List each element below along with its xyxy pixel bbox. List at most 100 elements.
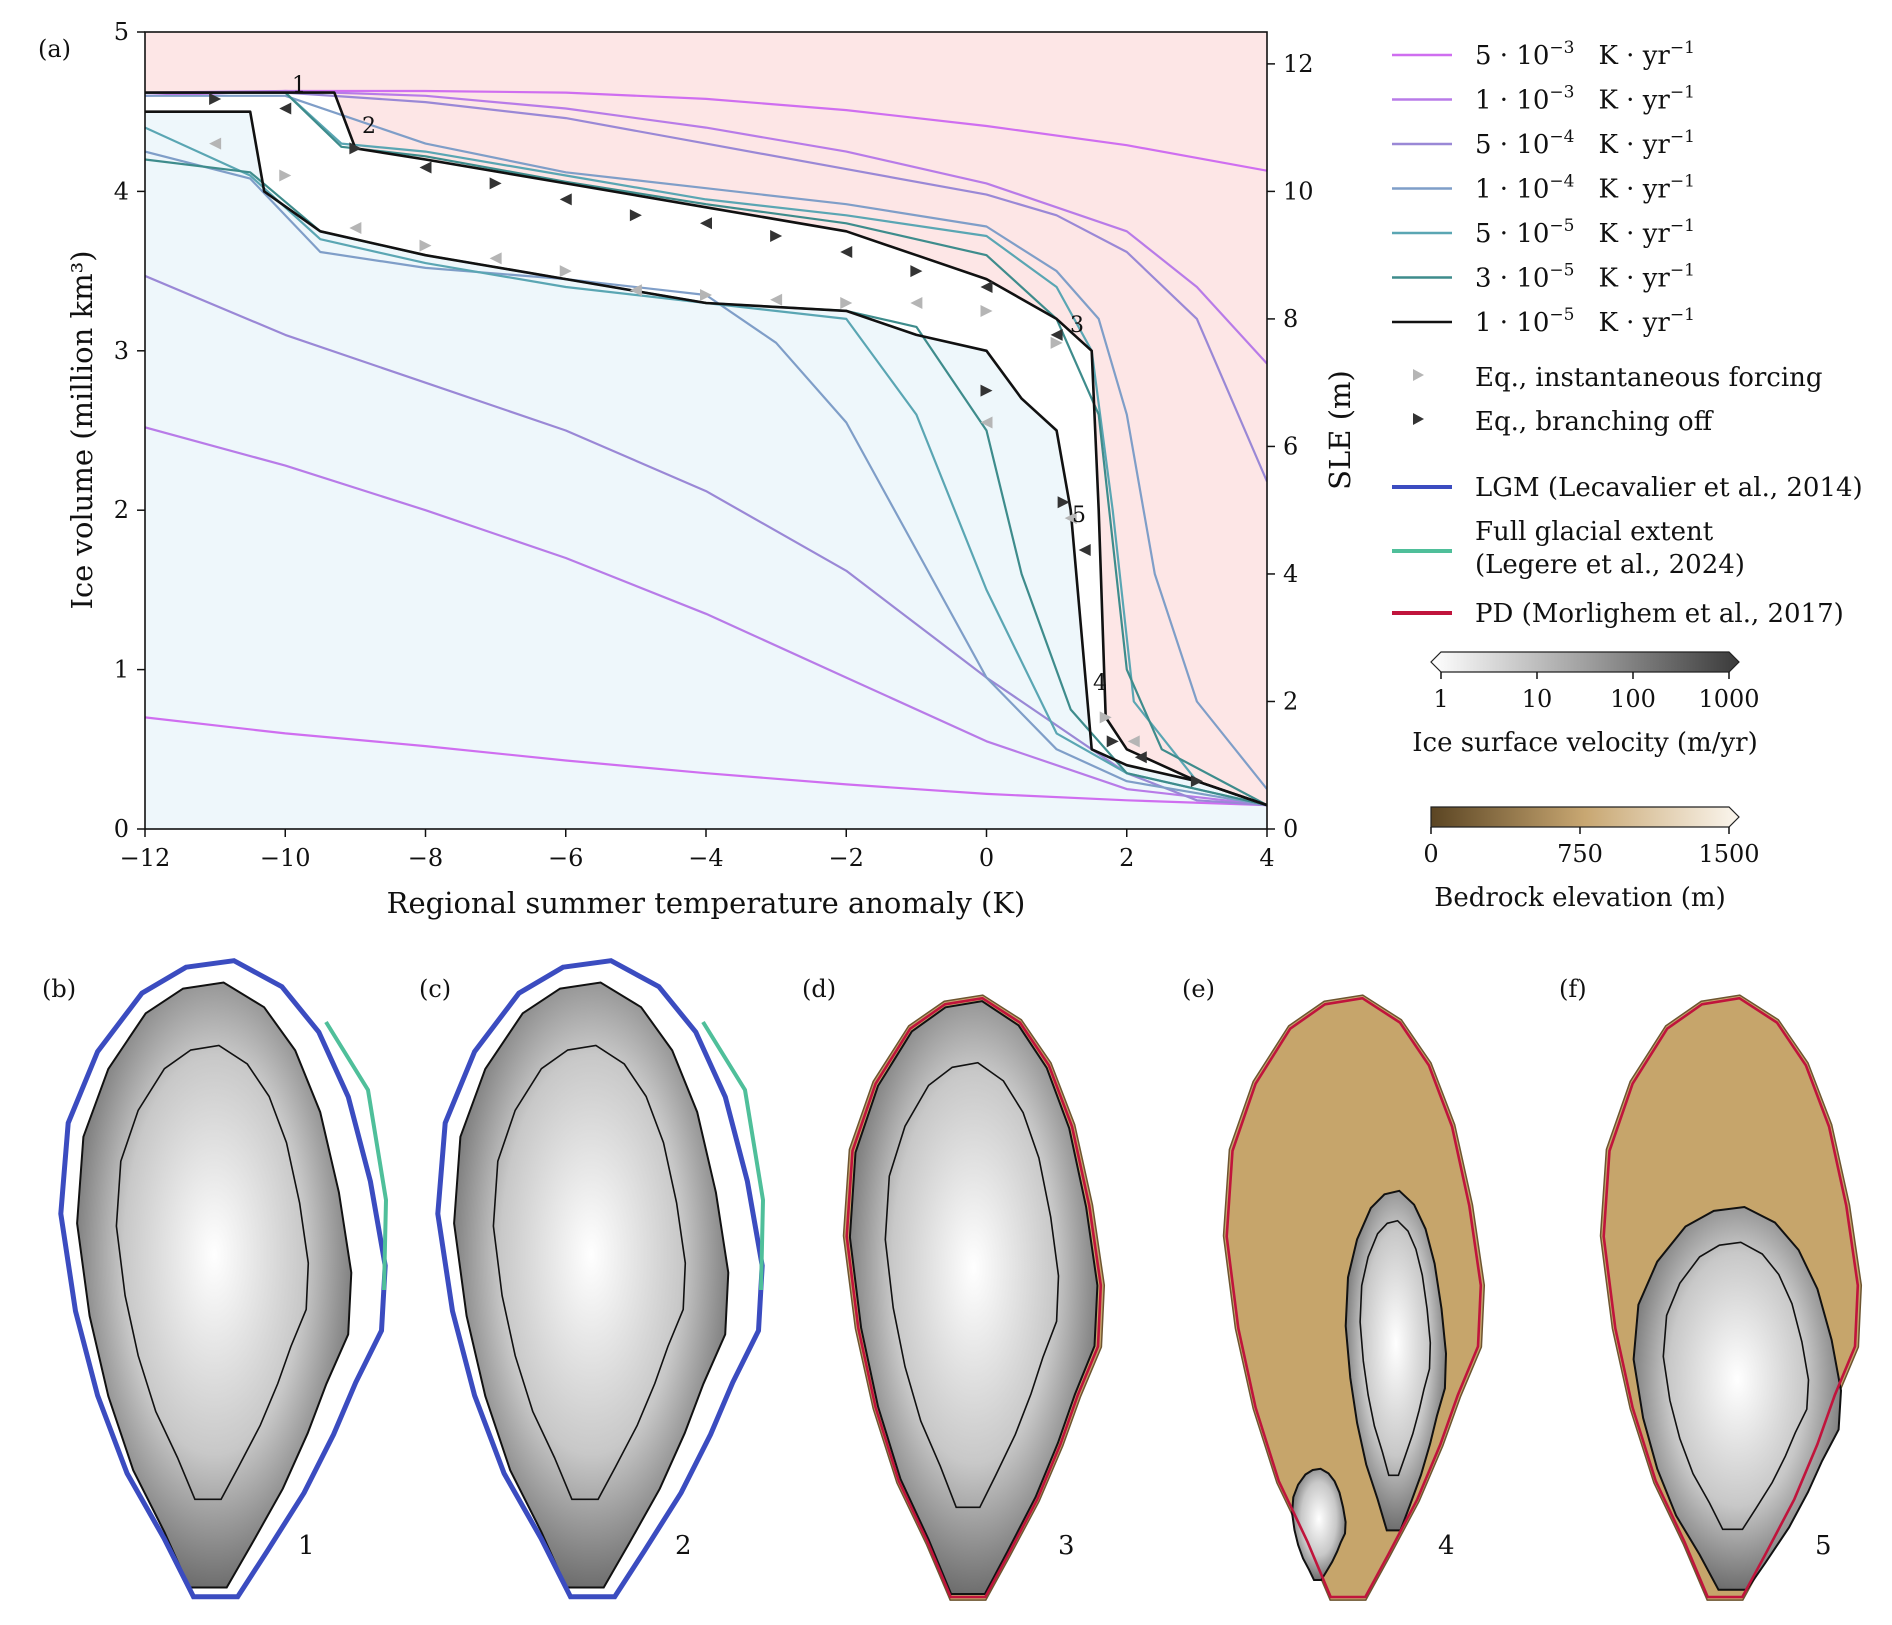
ice-sheet	[1344, 1189, 1448, 1532]
series-line-3	[145, 426, 1267, 807]
y-tick-label: 5	[114, 18, 129, 46]
eq-branching-marker	[770, 230, 783, 243]
x-tick-label: −6	[548, 844, 583, 872]
velocity-contour	[115, 1044, 310, 1501]
eq-branching-marker	[910, 265, 923, 278]
annotation-2: 2	[362, 114, 376, 139]
eq-instantaneous-marker	[980, 304, 993, 317]
eq-branching-marker	[700, 217, 712, 230]
velocity-colorbar-label: Ice surface velocity (m/yr)	[1412, 728, 1757, 758]
eq-branching-marker	[349, 142, 362, 155]
y-tick-label: 3	[114, 337, 129, 365]
legend-label-rate-4: 5 · 10−5 K · yr−1	[1475, 216, 1695, 249]
eq-instantaneous-marker	[1127, 735, 1140, 748]
bedrock-colorbar-label: Bedrock elevation (m)	[1434, 883, 1725, 913]
y-axis-left: 0 1 2 3 4 5	[114, 18, 145, 843]
y-tick-label: 0	[114, 815, 129, 843]
eq-instantaneous-marker	[629, 284, 642, 297]
lgm-outline	[435, 958, 765, 1600]
eq-branching-marker	[980, 384, 993, 397]
x-tick-label: −10	[260, 844, 311, 872]
eq-instantaneous-marker	[279, 169, 292, 182]
legend-marker-instantaneous	[1413, 369, 1424, 381]
legend-label-rate-2: 5 · 10−4 K · yr−1	[1475, 127, 1695, 160]
annotation-4: 4	[1093, 671, 1107, 696]
bedrock-tick-label-1500: 1500	[1698, 840, 1759, 868]
velocity-tick-label-1: 1	[1433, 685, 1448, 713]
eq-instantaneous-marker	[349, 222, 362, 235]
legend-label-rate-0: 5 · 10−3 K · yr−1	[1475, 38, 1695, 71]
map-panel-label: (c)	[419, 975, 451, 1003]
velocity-contour	[1359, 1219, 1432, 1477]
full-glacial-outline	[324, 1020, 389, 1291]
series-line-10	[145, 91, 1267, 807]
y-tick-label: 4	[114, 177, 129, 205]
legend-label-rate-5: 3 · 10−5 K · yr−1	[1475, 261, 1695, 294]
x-tick-label: −2	[829, 844, 864, 872]
eq-branching-marker	[489, 177, 502, 190]
x-tick-label: 2	[1119, 844, 1134, 872]
y-tick-label: 2	[114, 496, 129, 524]
ice-sheet	[453, 981, 730, 1589]
velocity-tick-label-100: 100	[1610, 685, 1656, 713]
series-line-1	[145, 716, 1267, 807]
velocity-tick-label-1000: 1000	[1698, 685, 1759, 713]
map-state-label: 4	[1438, 1531, 1455, 1561]
y-right-tick-label: 6	[1283, 432, 1298, 460]
legend-label-rate-3: 1 · 10−4 K · yr−1	[1475, 172, 1695, 205]
pd-outline	[1225, 996, 1483, 1599]
pd-outline	[1602, 996, 1860, 1599]
eq-instantaneous-marker	[419, 239, 432, 252]
bedrock-tick-label-0: 0	[1423, 840, 1438, 868]
velocity-contour	[884, 1061, 1060, 1509]
series-line-2	[145, 89, 1267, 365]
legend-label-instantaneous: Eq., instantaneous forcing	[1475, 363, 1823, 393]
series-line-7	[145, 150, 1267, 807]
legend-label-rate-1: 1 · 10−3 K · yr−1	[1475, 83, 1695, 116]
eq-instantaneous-marker	[559, 265, 572, 278]
x-tick-label: −4	[688, 844, 723, 872]
panel-label-a: (a)	[38, 35, 71, 63]
y-right-tick-label: 10	[1283, 177, 1314, 205]
map-panel-d: (d) 3	[802, 975, 1106, 1601]
eq-branching-marker	[1078, 544, 1091, 557]
series-line-4	[145, 91, 1267, 482]
full-glacial-outline	[701, 1020, 766, 1291]
annotation-5: 5	[1072, 503, 1086, 528]
x-axis-label: Regional summer temperature anomaly (K)	[387, 886, 1026, 920]
map-panels: (b) 1 (c) 2 (d) 3 (e) 4 (f) 5	[42, 958, 1863, 1601]
y-right-tick-label: 2	[1283, 687, 1298, 715]
x-tick-label: −12	[120, 844, 171, 872]
map-panel-label: (f)	[1559, 975, 1587, 1003]
y-right-tick-label: 12	[1283, 50, 1314, 78]
y-axis-right-label: SLE (m)	[1323, 370, 1357, 490]
eq-instantaneous-marker	[770, 293, 783, 306]
map-panel-c: (c) 2	[419, 958, 766, 1600]
map-state-label: 3	[1058, 1531, 1075, 1561]
velocity-colorbar: 1 10 100 1000 Ice surface velocity (m/yr…	[1412, 651, 1760, 758]
legend-label-branching: Eq., branching off	[1475, 407, 1715, 437]
velocity-colorbar-bar	[1430, 651, 1740, 673]
y-right-tick-label: 0	[1283, 815, 1298, 843]
equilibrium-markers	[209, 92, 1203, 788]
map-state-label: 2	[675, 1531, 692, 1561]
legend-rate-entries: 5 · 10−3 K · yr−1 1 · 10−3 K · yr−1 5 · 10−4…	[1392, 38, 1695, 338]
legend-label-pd: PD (Morlighem et al., 2017)	[1475, 599, 1844, 629]
y-right-tick-label: 8	[1283, 305, 1298, 333]
y-axis-label: Ice volume (million km³)	[65, 250, 99, 609]
eq-branching-marker	[559, 193, 572, 206]
unstable-region-fill	[145, 32, 1267, 806]
legend-label-full-glacial-1: Full glacial extent	[1475, 517, 1714, 547]
series-lines	[145, 89, 1267, 807]
stable-region-fill	[145, 111, 1267, 829]
x-axis: −12 −10 −8 −6 −4 −2 0 2 4	[120, 829, 1275, 872]
eq-branching-marker	[1134, 751, 1147, 764]
eq-branching-marker	[1050, 328, 1063, 341]
series-line-13	[145, 110, 1267, 807]
eq-branching-marker	[279, 102, 292, 115]
velocity-contour	[492, 1044, 687, 1501]
eq-instantaneous-marker	[1050, 336, 1063, 349]
y-tick-label: 1	[114, 656, 129, 684]
series-line-0	[145, 89, 1267, 172]
x-tick-label: 0	[979, 844, 994, 872]
